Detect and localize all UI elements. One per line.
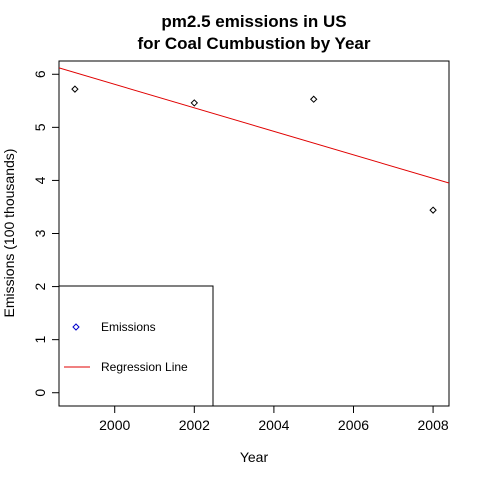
y-tick-label: 6 [32, 70, 48, 78]
data-point [429, 206, 437, 214]
y-tick-label: 2 [32, 282, 48, 290]
y-tick-label: 5 [32, 123, 48, 131]
x-tick-label: 2008 [418, 417, 449, 433]
legend-regression-line-label: Regression Line [101, 360, 188, 374]
regression-line [59, 67, 449, 184]
y-tick-label: 3 [32, 229, 48, 237]
legend-emissions-marker [72, 323, 80, 331]
x-tick-label: 2004 [258, 417, 289, 433]
chart-title-line-2: for Coal Cumbustion by Year [137, 34, 370, 53]
data-point [309, 95, 318, 103]
x-axis-label: Year [240, 449, 269, 465]
y-tick-label: 4 [32, 176, 48, 184]
legend-emissions-label: Emissions [101, 320, 156, 334]
chart-title-line-1: pm2.5 emissions in US [161, 12, 346, 31]
data-point [71, 85, 79, 93]
y-tick-label: 1 [32, 336, 48, 344]
x-tick-label: 2000 [99, 417, 130, 433]
data-point [190, 99, 199, 107]
y-axis-label: Emissions (100 thousands) [1, 149, 17, 318]
x-tick-label: 2006 [338, 417, 369, 433]
y-tick-label: 0 [32, 389, 48, 397]
x-tick-label: 2002 [179, 417, 210, 433]
legend-box [58, 285, 214, 407]
plot-area: 2000 2002 2004 2006 2008 0 1 2 3 4 5 6 Emissions Regr… [32, 60, 450, 433]
